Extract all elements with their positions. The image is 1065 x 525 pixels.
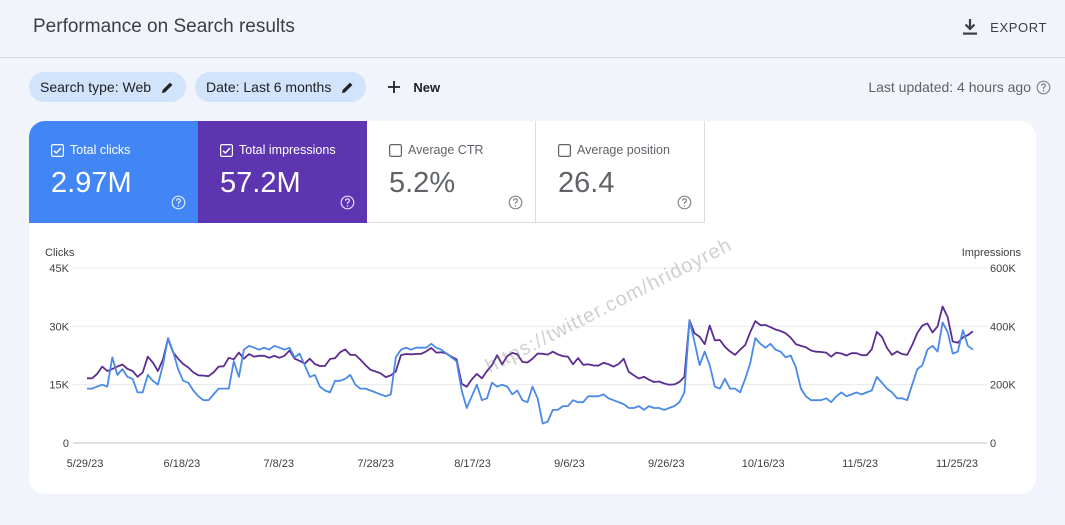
help-icon[interactable]: [340, 195, 355, 210]
help-icon[interactable]: [171, 195, 186, 210]
metric-label-row: Average position: [558, 143, 670, 157]
help-icon[interactable]: [677, 195, 692, 210]
checkbox-checked-icon[interactable]: [220, 143, 233, 157]
metric-label: Average CTR: [408, 143, 484, 157]
x-tick-label: 9/6/23: [554, 458, 585, 470]
page-title: Performance on Search results: [33, 16, 295, 37]
checkbox-checked-icon[interactable]: [51, 143, 64, 157]
right-tick-label: 600K: [990, 263, 1016, 275]
left-axis-title: Clicks: [45, 247, 75, 259]
pencil-icon: [342, 82, 353, 93]
right-tick-label: 200K: [990, 380, 1016, 392]
metric-label: Total impressions: [239, 143, 336, 157]
x-tick-label: 10/16/23: [742, 458, 785, 470]
export-label: EXPORT: [990, 19, 1047, 35]
metric-total-clicks[interactable]: Total clicks 2.97M: [29, 121, 198, 223]
x-tick-label: 11/5/23: [842, 458, 878, 470]
x-tick-label: 5/29/23: [67, 458, 104, 470]
x-tick-label: 6/18/23: [164, 458, 201, 470]
left-tick-label: 0: [63, 438, 69, 450]
checkbox-unchecked-icon[interactable]: [558, 143, 571, 157]
help-icon[interactable]: [1036, 80, 1051, 95]
date-filter-chip[interactable]: Date: Last 6 months: [195, 72, 367, 102]
last-updated-text: Last updated: 4 hours ago: [868, 79, 1031, 95]
plus-icon: [388, 81, 401, 93]
export-button[interactable]: EXPORT: [962, 18, 1047, 36]
pencil-icon: [162, 82, 173, 93]
download-icon: [963, 19, 978, 35]
left-tick-label: 45K: [49, 263, 69, 275]
filter-bar: Search type: Web Date: Last 6 months New: [29, 72, 440, 102]
metric-value: 2.97M: [51, 167, 132, 199]
metric-total-impressions[interactable]: Total impressions 57.2M: [198, 121, 367, 223]
help-icon[interactable]: [508, 195, 523, 210]
x-tick-label: 7/28/23: [357, 458, 394, 470]
left-tick-label: 15K: [49, 380, 69, 392]
metric-average-position[interactable]: Average position 26.4: [536, 121, 705, 223]
metric-average-ctr[interactable]: Average CTR 5.2%: [367, 121, 536, 223]
left-tick-label: 30K: [49, 321, 69, 333]
header: Performance on Search results EXPORT: [0, 0, 1065, 58]
x-tick-label: 11/25/23: [936, 458, 978, 470]
metric-value: 5.2%: [389, 167, 456, 199]
last-updated: Last updated: 4 hours ago: [868, 79, 1051, 95]
metric-value: 26.4: [558, 167, 615, 199]
right-tick-label: 0: [990, 438, 996, 450]
x-tick-label: 7/8/23: [263, 458, 294, 470]
x-tick-label: 8/17/23: [454, 458, 491, 470]
new-filter-button[interactable]: New: [387, 80, 440, 95]
metric-label: Average position: [577, 143, 670, 157]
x-tick-label: 9/26/23: [648, 458, 685, 470]
metric-tabs: Total clicks 2.97M Total impressions 57.…: [29, 121, 705, 223]
search-type-filter-label: Search type: Web: [40, 79, 152, 95]
metric-label-row: Total impressions: [220, 143, 336, 157]
metric-value: 57.2M: [220, 167, 301, 199]
metric-label-row: Average CTR: [389, 143, 484, 157]
new-filter-label: New: [413, 79, 441, 95]
right-axis-title: Impressions: [962, 247, 1022, 259]
performance-card: Clicks Impressions 0 0 15K 200K 30K 400K 45K 600K…: [29, 121, 1036, 494]
metric-label-row: Total clicks: [51, 143, 130, 157]
metric-label: Total clicks: [70, 143, 131, 157]
date-filter-label: Date: Last 6 months: [206, 79, 332, 95]
right-tick-label: 400K: [990, 321, 1016, 333]
checkbox-unchecked-icon[interactable]: [389, 143, 402, 157]
search-type-filter-chip[interactable]: Search type: Web: [29, 72, 187, 102]
